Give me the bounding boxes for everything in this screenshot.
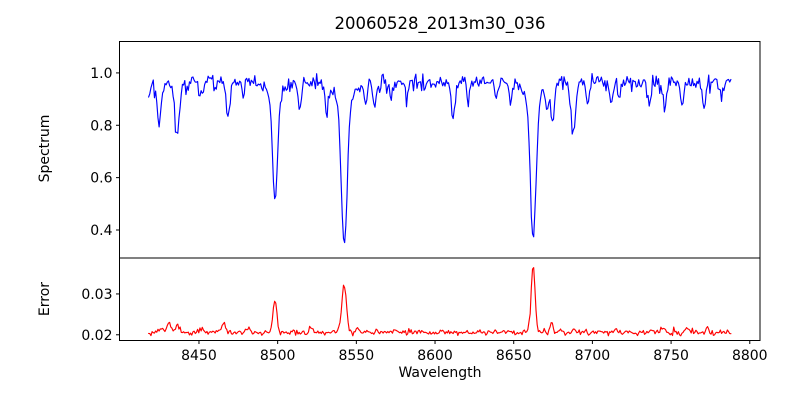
spectrum-panel-frame [119, 41, 761, 259]
x-tick-label: 8500 [260, 348, 296, 364]
x-axis-ticks: 8450 8500 8550 8600 8650 8700 8750 8800 [181, 340, 768, 364]
error-y-axis-ticks: 0.02 0.03 [81, 287, 120, 344]
spectrum-y-tick-label: 0.8 [90, 118, 112, 134]
x-tick-label: 8800 [732, 348, 768, 364]
error-y-tick-label: 0.03 [81, 287, 112, 303]
x-tick-label: 8550 [339, 348, 375, 364]
spectrum-panel [119, 41, 761, 259]
x-tick-label: 8600 [417, 348, 453, 364]
spectrum-trace [148, 72, 732, 244]
spectrum-y-axis-ticks: 0.4 0.6 0.8 1.0 [90, 66, 120, 239]
error-y-axis-label: Error [37, 282, 53, 316]
x-tick-label: 8750 [653, 348, 689, 364]
x-tick-label: 8450 [181, 348, 217, 364]
chart-title: 20060528_2013m30_036 [334, 14, 545, 34]
x-tick-label: 8700 [575, 348, 611, 364]
error-y-tick-label: 0.02 [81, 328, 112, 344]
error-trace [148, 267, 732, 337]
spectrum-y-tick-label: 0.6 [90, 171, 112, 187]
error-panel [119, 257, 761, 341]
spectrum-y-axis-label: Spectrum [37, 115, 53, 183]
error-panel-frame [119, 257, 761, 341]
x-tick-label: 8650 [496, 348, 532, 364]
x-axis-label: Wavelength [398, 365, 481, 381]
spectrum-y-tick-label: 0.4 [90, 223, 112, 239]
spectrum-y-tick-label: 1.0 [90, 66, 112, 82]
